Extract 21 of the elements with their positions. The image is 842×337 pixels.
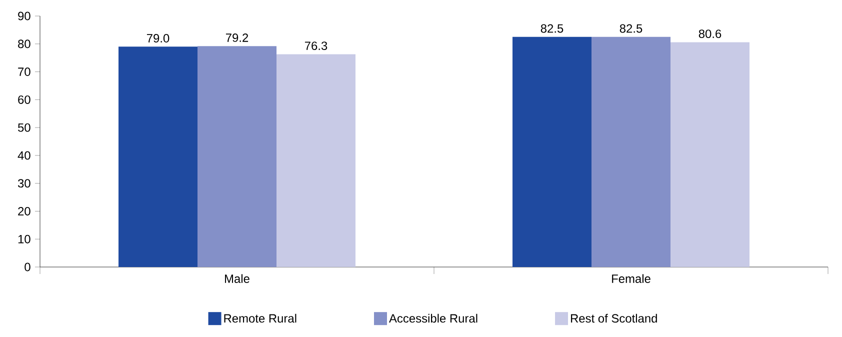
y-tick-label: 20: [18, 206, 30, 216]
y-tick-label: 40: [18, 151, 30, 160]
y-tick-label: 70: [18, 68, 30, 76]
y-tick-label: 90: [18, 12, 30, 20]
data-label: 76.3: [304, 42, 328, 50]
y-tick-label: 80: [18, 40, 30, 48]
y-tick-label: 30: [18, 179, 30, 188]
legend-label: Accessible Rural: [389, 314, 478, 323]
data-label: 82.5: [620, 24, 642, 33]
y-tick-label: 10: [18, 234, 30, 244]
data-label: 79.0: [146, 34, 170, 42]
x-tick-label: Female: [612, 274, 650, 283]
data-label: 79.2: [226, 33, 248, 42]
y-tick-label: 60: [18, 95, 30, 104]
data-label: 82.5: [540, 24, 564, 33]
legend-label: Remote Rural: [224, 314, 296, 323]
data-label: 80.6: [698, 30, 722, 38]
legend-label: Rest of Scotland: [571, 314, 657, 323]
y-tick-label: 0: [24, 262, 30, 272]
x-tick-label: Male: [225, 274, 250, 283]
y-tick-label: 50: [18, 123, 30, 132]
